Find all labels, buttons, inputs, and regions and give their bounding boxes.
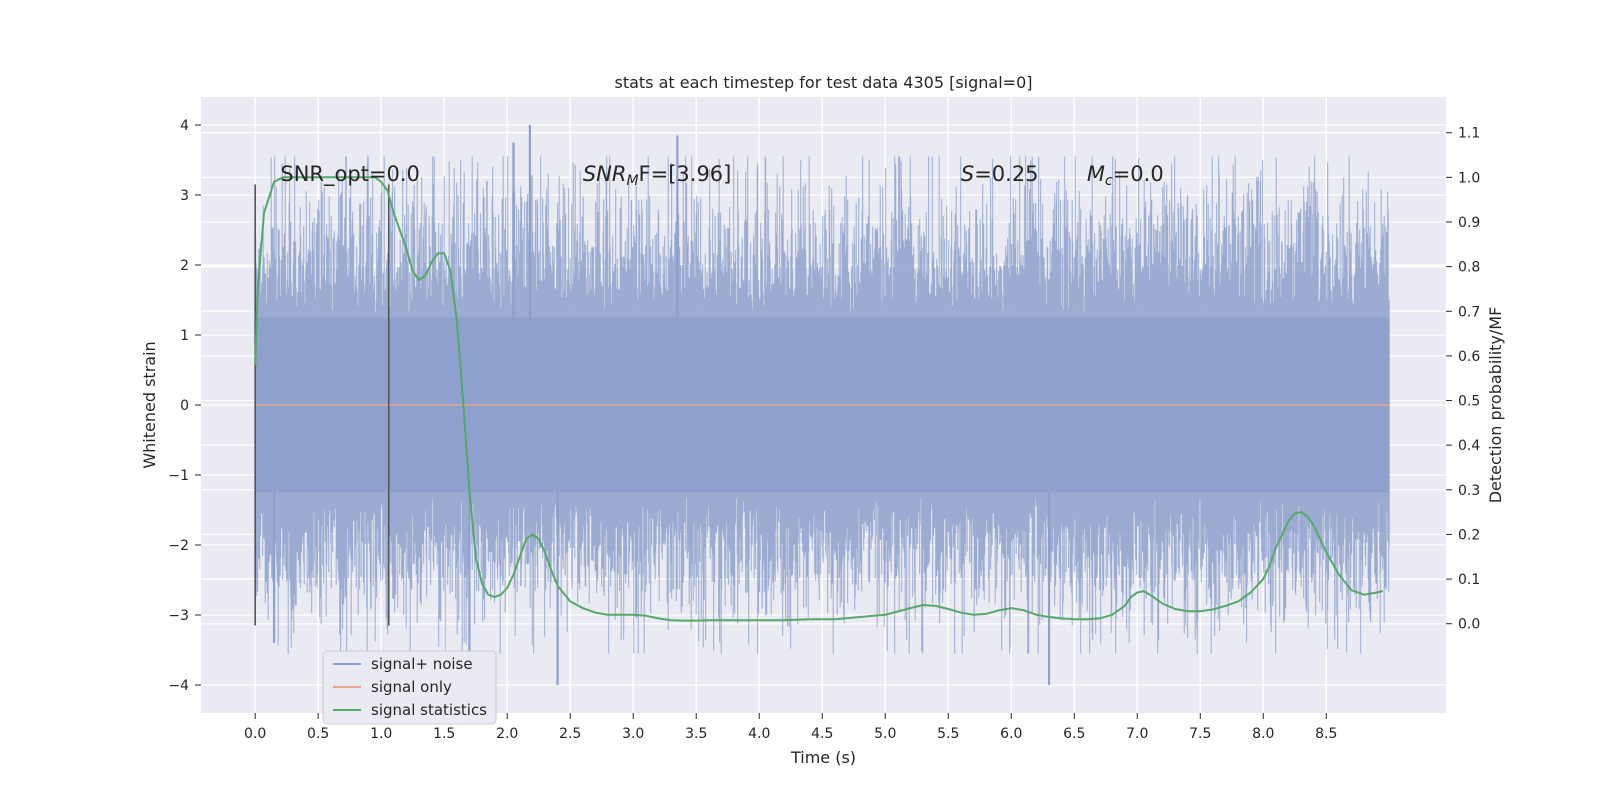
y-left-tick-label-0: 4 <box>180 118 189 134</box>
y-right-tick-label-0: 1.1 <box>1458 126 1480 142</box>
y-left-tick-label-3: 1 <box>180 328 189 344</box>
annotation-1-suffix: F=[3.96] <box>639 162 732 186</box>
x-tick-label-12: 6.0 <box>1000 726 1022 742</box>
legend: signal+ noise signal only signal statistic… <box>322 650 497 725</box>
y-right-tick-label-6: 0.5 <box>1458 394 1480 410</box>
x-tick-label-9: 4.5 <box>811 726 833 742</box>
x-tick-label-10: 5.0 <box>874 726 896 742</box>
tick-labels: 0.0 0.5 1.0 1.5 2.0 2.5 3.0 3.5 4.0 4.5 5.0 5.5 6.0 6… <box>168 118 1480 742</box>
y-right-tick-label-3: 0.8 <box>1458 260 1480 276</box>
legend-label-2: signal statistics <box>371 701 487 719</box>
x-axis-label: Time (s) <box>790 748 856 767</box>
y-left-tick-label-7: −3 <box>168 608 189 624</box>
legend-label-0: signal+ noise <box>371 655 473 673</box>
series-signal-statistics <box>254 176 1384 622</box>
x-tick-label-3: 1.5 <box>433 726 455 742</box>
y-left-tick-label-5: −1 <box>168 468 189 484</box>
window-markers <box>254 184 390 626</box>
y-right-tick-label-5: 0.6 <box>1458 349 1480 365</box>
x-tick-label-7: 3.5 <box>685 726 707 742</box>
y-right-tick-label-9: 0.2 <box>1458 527 1480 543</box>
y-right-tick-label-11: 0.0 <box>1458 617 1480 633</box>
x-tick-label-13: 6.5 <box>1063 726 1085 742</box>
y-left-tick-label-1: 3 <box>180 188 189 204</box>
annotation-2-prefix: S <box>961 162 974 186</box>
x-tick-label-11: 5.5 <box>937 726 959 742</box>
y-left-tick-label-2: 2 <box>180 258 189 274</box>
annotation-3-sub: c <box>1105 173 1113 189</box>
signal-statistics-line <box>254 176 1384 622</box>
annotation-1: SNRMF=[3.96] <box>583 162 732 189</box>
annotation-0: SNR_opt=0.0 <box>280 162 420 187</box>
y-right-tick-label-7: 0.4 <box>1458 438 1480 454</box>
chart-title: stats at each timestep for test data 430… <box>614 73 1032 92</box>
y-right-tick-label-4: 0.7 <box>1458 304 1480 320</box>
y-right-tick-label-1: 1.0 <box>1458 170 1480 186</box>
x-tick-label-5: 2.5 <box>559 726 581 742</box>
y-axis-label-right: Detection probability/MF <box>1486 307 1505 504</box>
x-tick-label-16: 8.0 <box>1252 726 1274 742</box>
y-axis-label-left: Whitened strain <box>140 341 159 468</box>
y-left-tick-label-4: 0 <box>180 398 189 414</box>
y-left-tick-label-8: −4 <box>168 678 189 694</box>
annotation-3: Mc=0.0 <box>1087 162 1164 189</box>
y-right-tick-label-8: 0.3 <box>1458 483 1480 499</box>
x-tick-label-14: 7.0 <box>1126 726 1148 742</box>
annotation-3-suffix: =0.0 <box>1113 162 1164 186</box>
annotation-1-prefix: SNR <box>583 162 627 186</box>
x-tick-label-17: 8.5 <box>1315 726 1337 742</box>
y-right-tick-label-10: 0.1 <box>1458 572 1480 588</box>
x-tick-label-0: 0.0 <box>244 726 266 742</box>
annotation-2-suffix: =0.25 <box>974 162 1038 186</box>
annotation-1-sub: M <box>626 173 638 189</box>
x-tick-label-2: 1.0 <box>370 726 392 742</box>
x-tick-label-8: 4.0 <box>748 726 770 742</box>
x-tick-label-4: 2.0 <box>496 726 518 742</box>
y-right-tick-label-2: 0.9 <box>1458 215 1480 231</box>
annotation-2: S=0.25 <box>961 162 1039 186</box>
annotation-0-prefix: SNR_opt=0.0 <box>280 162 420 187</box>
legend-label-1: signal only <box>371 678 452 696</box>
annotations: SNR_opt=0.0 SNRMF=[3.96] S=0.25 Mc=0.0 <box>280 162 1163 189</box>
x-tick-label-6: 3.0 <box>622 726 644 742</box>
x-tick-label-15: 7.5 <box>1189 726 1211 742</box>
y-left-tick-label-6: −2 <box>168 538 189 554</box>
legend-box <box>322 650 497 725</box>
annotation-3-prefix: M <box>1087 162 1105 186</box>
x-tick-label-1: 0.5 <box>307 726 329 742</box>
